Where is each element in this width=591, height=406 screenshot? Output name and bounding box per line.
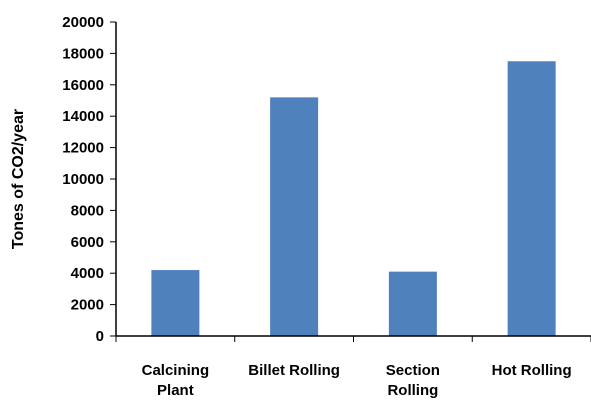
bar <box>270 97 319 336</box>
y-tick-label: 6000 <box>71 234 104 251</box>
y-tick-label: 10000 <box>62 171 104 188</box>
bar <box>151 270 200 336</box>
y-tick-label: 12000 <box>62 140 104 157</box>
y-tick-label: 0 <box>96 328 104 345</box>
y-tick-label: 2000 <box>71 297 104 314</box>
y-tick-label: 4000 <box>71 265 104 282</box>
y-tick-label: 14000 <box>62 108 104 125</box>
y-tick-label: 20000 <box>62 14 104 31</box>
y-tick-label: 16000 <box>62 77 104 94</box>
y-axis-ticks: 0 2000 4000 6000 8000 10000 12000 14000 16000 180… <box>62 14 116 345</box>
x-tick-label: Hot Rolling <box>492 362 572 379</box>
y-tick-label: 18000 <box>62 45 104 62</box>
x-tick-label: Section Rolling <box>386 362 440 399</box>
bar <box>388 271 437 336</box>
bars <box>151 61 556 336</box>
y-axis-label: Tones of CO2/year <box>10 109 27 249</box>
x-tick-label: Calcining Plant <box>142 362 210 399</box>
x-tick-label: Billet Rolling <box>248 362 340 379</box>
x-axis-ticks: Calcining Plant Billet Rolling Section Rolli… <box>115 336 591 399</box>
bar <box>507 61 556 336</box>
y-tick-label: 8000 <box>71 202 104 219</box>
